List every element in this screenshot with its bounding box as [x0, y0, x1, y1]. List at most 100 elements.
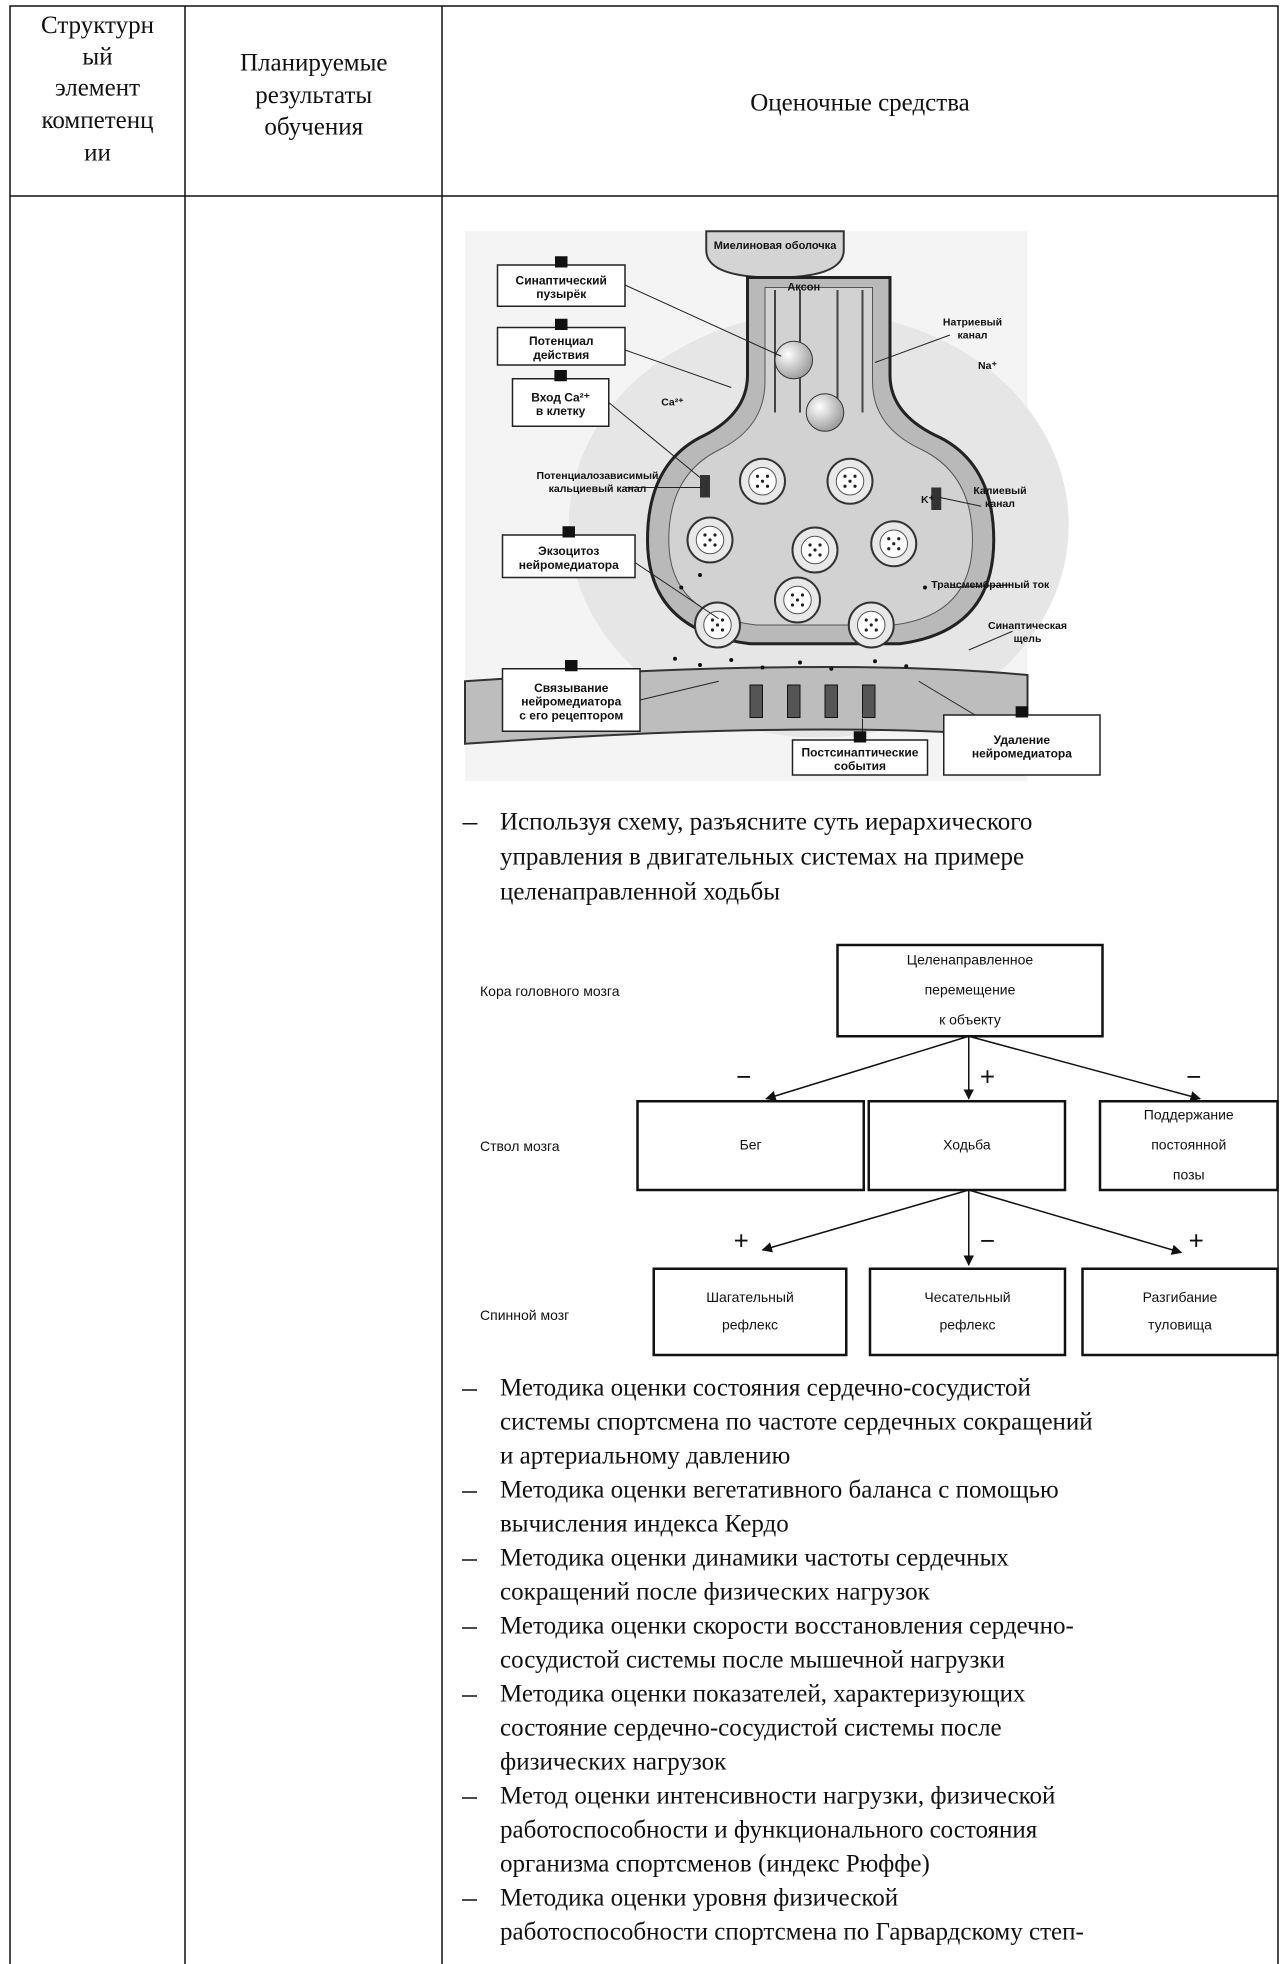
edge-sign: −: [1186, 1062, 1201, 1092]
level-label: Спинной мозг: [480, 1307, 569, 1323]
vesicle-moving: [805, 393, 845, 432]
edge-sign: −: [980, 1225, 995, 1255]
node-box: [836, 943, 1104, 1038]
header-text: элемент: [55, 75, 140, 102]
ion-channel: [700, 475, 710, 498]
leader-line: [949, 584, 1011, 588]
level-label: Кора головного мозга: [480, 983, 620, 999]
figure-label: Потенциалозависимый: [537, 470, 659, 482]
neurotransmitter: [813, 548, 817, 552]
method-text: системы спортсмена по частоте сердечных …: [500, 1409, 1093, 1436]
step-box: [791, 739, 929, 776]
neurotransmitter: [869, 623, 873, 627]
figure-label: кальциевый канал: [549, 483, 647, 495]
neurotransmitter: [887, 537, 891, 541]
neurotransmitter: [897, 537, 901, 541]
neurotransmitter: [790, 603, 795, 607]
step-number: 5: [569, 660, 574, 670]
neurotransmitter: [843, 484, 847, 488]
step-text: события: [834, 759, 886, 773]
step-text: Связывание: [534, 681, 609, 695]
level-label: Ствол мозга: [480, 1138, 560, 1154]
released-molecule: [673, 656, 677, 661]
neurotransmitter: [713, 533, 717, 537]
edge-sign: +: [734, 1225, 749, 1255]
receptor: [787, 684, 801, 718]
node-text: к объекту: [939, 1011, 1001, 1027]
step-box: [501, 534, 636, 579]
neurotransmitter: [818, 553, 822, 557]
node-text: Целенаправленное: [907, 951, 1034, 967]
method-text: Методика оценки вегетативного баланса с …: [500, 1477, 1059, 1504]
neurotransmitter: [710, 628, 715, 632]
node-box: [867, 1100, 1067, 1192]
method-text: состояние сердечно-сосудистой системы по…: [500, 1715, 1002, 1742]
step-number-box: [562, 526, 575, 538]
node-box: [1081, 1267, 1279, 1357]
step-number: 7: [1019, 706, 1024, 716]
leader-line: [639, 680, 719, 701]
step-text: Вход Ca²⁺: [531, 390, 590, 404]
edge-sign: −: [736, 1062, 751, 1092]
method-text: физических нагрузок: [500, 1749, 727, 1776]
method-text: Методика оценки состояния сердечно-сосуд…: [500, 1375, 1031, 1402]
node-text: Чесательный: [924, 1289, 1010, 1305]
figure-label: Na⁺: [978, 360, 997, 372]
step-number-box: [853, 731, 867, 743]
neurotransmitter: [853, 484, 857, 488]
step-number-box: [554, 370, 567, 382]
neurotransmitter: [874, 628, 878, 632]
edge-sign: +: [980, 1062, 995, 1092]
figure-label: Синаптическая: [988, 620, 1067, 632]
released-molecule: [798, 660, 802, 665]
step-text: Удаление: [994, 733, 1051, 747]
node-box: [1098, 1100, 1279, 1192]
receptor: [862, 684, 876, 718]
neurotransmitter: [874, 618, 878, 622]
figure-label: K⁺: [921, 494, 935, 506]
node-text: перемещение: [925, 981, 1016, 997]
step-number: 3: [558, 370, 563, 380]
released-molecule: [698, 663, 702, 667]
method-text: сосудистой системы после мышечной нагруз…: [500, 1647, 1005, 1674]
step-number: 1: [559, 256, 564, 266]
node-box: [652, 1267, 848, 1357]
leader-line: [624, 284, 782, 357]
neurotransmitter: [892, 542, 896, 546]
edge-arrow: [968, 1189, 1183, 1255]
step-text: Постсинаптические: [802, 745, 919, 759]
neurotransmitter: [708, 538, 712, 542]
method-text: сокращений после физических нагрузок: [500, 1579, 931, 1606]
step-text: в клетку: [536, 404, 586, 418]
step-text: пузырёк: [536, 287, 587, 301]
node-box: [636, 1100, 865, 1192]
edge-arrow: [968, 1035, 1202, 1102]
header-text: обучения: [264, 113, 363, 140]
neurotransmitter: [853, 474, 857, 478]
neurotransmitter: [710, 618, 715, 622]
released-molecule: [679, 585, 684, 590]
header-text: ии: [84, 140, 111, 167]
released-molecule: [829, 666, 834, 671]
leader-line: [608, 402, 701, 478]
figure-label: Ca²⁺: [661, 396, 684, 408]
neurotransmitter: [864, 628, 868, 632]
leader-line: [918, 680, 976, 716]
node-text: Бег: [740, 1136, 762, 1152]
method-text: Методика оценки скорости восстановления …: [500, 1613, 1074, 1640]
method-text: работоспособности и функционального сост…: [500, 1817, 1038, 1844]
node-box: [868, 1267, 1067, 1357]
released-molecule: [698, 573, 702, 577]
step-number-box: [1015, 706, 1029, 718]
neurotransmitter: [755, 484, 760, 488]
neurotransmitter: [703, 533, 707, 537]
node-text: Поддержание: [1144, 1106, 1234, 1122]
step-text: нейромедиатора: [972, 747, 1072, 761]
released-molecule: [729, 658, 734, 662]
step-number-box: [555, 318, 568, 330]
released-molecule: [923, 585, 927, 590]
leader-line: [939, 497, 982, 507]
neurotransmitter: [843, 474, 847, 478]
